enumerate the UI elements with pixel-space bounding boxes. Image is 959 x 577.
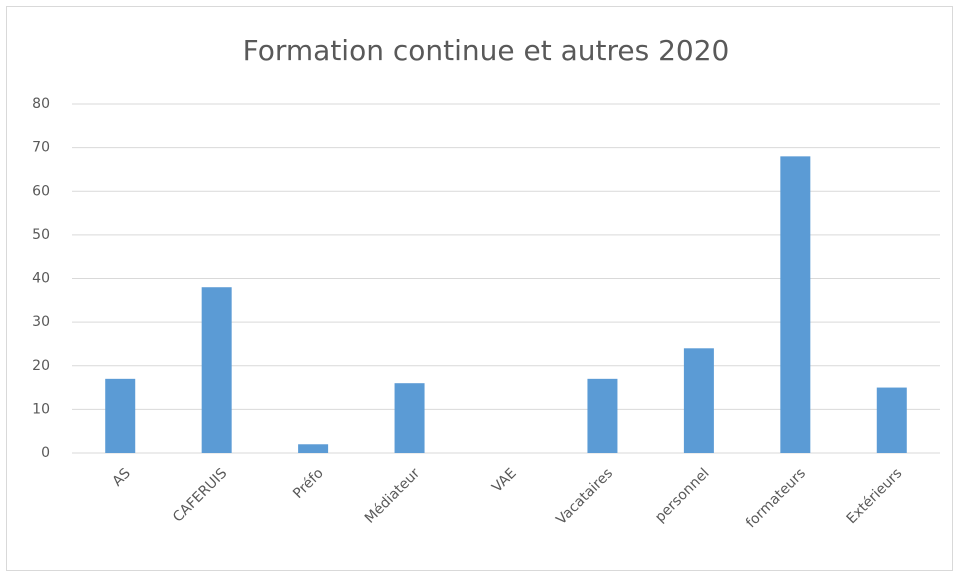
y-tick-label: 70 xyxy=(32,140,50,156)
bar xyxy=(683,348,714,453)
bar xyxy=(105,378,136,453)
bar xyxy=(298,444,329,453)
bar xyxy=(394,383,425,453)
y-tick-label: 0 xyxy=(41,445,50,461)
chart-title: Formation continue et autres 2020 xyxy=(243,34,730,67)
y-tick-label: 60 xyxy=(32,183,50,199)
bar xyxy=(587,378,618,453)
chart-border xyxy=(6,6,953,571)
y-tick-label: 30 xyxy=(32,314,50,330)
bar xyxy=(780,156,811,453)
bar xyxy=(876,387,907,453)
y-tick-label: 80 xyxy=(32,96,50,112)
y-tick-label: 40 xyxy=(32,271,50,287)
bar xyxy=(201,287,232,453)
y-tick-label: 50 xyxy=(32,227,50,243)
y-tick-label: 10 xyxy=(32,401,50,417)
y-tick-label: 20 xyxy=(32,358,50,374)
